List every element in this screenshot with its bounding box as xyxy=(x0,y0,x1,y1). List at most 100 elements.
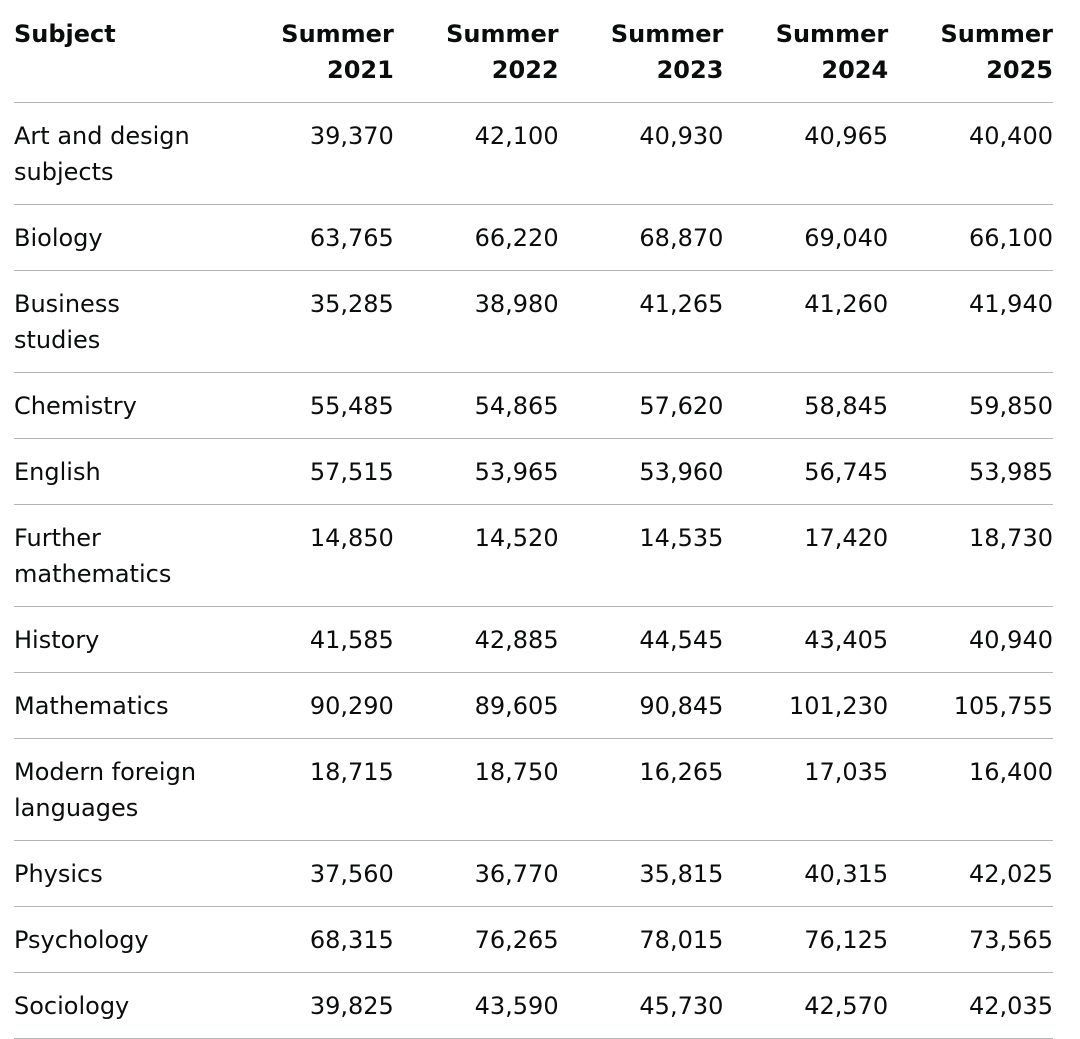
value-cell: 57,620 xyxy=(558,372,724,439)
subject-cell: Psychology xyxy=(14,906,229,973)
subject-cell: Business studies xyxy=(14,270,229,373)
table-row: Psychology 68,315 76,265 78,015 76,125 7… xyxy=(14,906,1053,973)
value-cell: 18,730 xyxy=(888,504,1053,607)
subject-cell: Biology xyxy=(14,204,229,271)
value-cell: 53,965 xyxy=(393,438,559,505)
value-cell: 101,230 xyxy=(723,672,889,739)
value-cell: 42,025 xyxy=(888,840,1053,907)
value-cell: 14,520 xyxy=(393,504,559,607)
value-cell: 42,570 xyxy=(723,972,889,1039)
table-row: Modern foreign languages 18,715 18,750 1… xyxy=(14,738,1053,841)
subject-cell: Further mathematics xyxy=(14,504,229,607)
value-cell: 56,745 xyxy=(723,438,889,505)
value-cell: 16,400 xyxy=(888,738,1053,841)
value-cell: 68,315 xyxy=(229,906,394,973)
column-header-2022: Summer 2022 xyxy=(393,14,559,103)
value-cell: 42,885 xyxy=(393,606,559,673)
value-cell: 41,265 xyxy=(558,270,724,373)
table-row: Sociology 39,825 43,590 45,730 42,570 42… xyxy=(14,972,1053,1039)
value-cell: 89,605 xyxy=(393,672,559,739)
value-cell: 73,565 xyxy=(888,906,1053,973)
subject-cell: Modern foreign languages xyxy=(14,738,229,841)
subject-cell: Physics xyxy=(14,840,229,907)
subject-cell: Sociology xyxy=(14,972,229,1039)
value-cell: 43,405 xyxy=(723,606,889,673)
value-cell: 63,765 xyxy=(229,204,394,271)
header-year: 2024 xyxy=(821,56,889,84)
header-year: 2025 xyxy=(986,56,1053,84)
value-cell: 41,940 xyxy=(888,270,1053,373)
value-cell: 17,420 xyxy=(723,504,889,607)
value-cell: 66,100 xyxy=(888,204,1053,271)
value-cell: 35,285 xyxy=(229,270,394,373)
table-row: Mathematics 90,290 89,605 90,845 101,230… xyxy=(14,672,1053,739)
value-cell: 41,585 xyxy=(229,606,394,673)
value-cell: 38,980 xyxy=(393,270,559,373)
value-cell: 14,535 xyxy=(558,504,724,607)
value-cell: 36,770 xyxy=(393,840,559,907)
table-header: Subject Summer 2021 Summer 2022 Summer 2023… xyxy=(14,14,1053,103)
value-cell: 76,265 xyxy=(393,906,559,973)
subject-cell: English xyxy=(14,438,229,505)
value-cell: 40,965 xyxy=(723,102,889,205)
table-row: Further mathematics 14,850 14,520 14,535… xyxy=(14,504,1053,607)
value-cell: 40,940 xyxy=(888,606,1053,673)
header-text: Summer xyxy=(281,20,394,48)
table-row: History 41,585 42,885 44,545 43,405 40,9… xyxy=(14,606,1053,673)
value-cell: 18,715 xyxy=(229,738,394,841)
header-year: 2022 xyxy=(491,56,559,84)
column-header-2025: Summer 2025 xyxy=(888,14,1053,103)
header-text: Summer xyxy=(940,20,1054,48)
value-cell: 42,100 xyxy=(393,102,559,205)
table-row: Chemistry 55,485 54,865 57,620 58,845 59… xyxy=(14,372,1053,439)
value-cell: 105,755 xyxy=(888,672,1053,739)
table-row: Physics 37,560 36,770 35,815 40,315 42,0… xyxy=(14,840,1053,907)
table-row: Biology 63,765 66,220 68,870 69,040 66,1… xyxy=(14,204,1053,271)
value-cell: 18,750 xyxy=(393,738,559,841)
value-cell: 39,825 xyxy=(229,972,394,1039)
table-row: Business studies 35,285 38,980 41,265 41… xyxy=(14,270,1053,373)
value-cell: 53,960 xyxy=(558,438,724,505)
value-cell: 43,590 xyxy=(393,972,559,1039)
value-cell: 57,515 xyxy=(229,438,394,505)
value-cell: 54,865 xyxy=(393,372,559,439)
value-cell: 45,730 xyxy=(558,972,724,1039)
value-cell: 41,260 xyxy=(723,270,889,373)
header-text: Summer xyxy=(775,20,889,48)
value-cell: 37,560 xyxy=(229,840,394,907)
value-cell: 42,035 xyxy=(888,972,1053,1039)
subject-cell: Art and design subjects xyxy=(14,102,229,205)
value-cell: 90,845 xyxy=(558,672,724,739)
table-body: Art and design subjects 39,370 42,100 40… xyxy=(14,102,1053,1039)
header-text: Summer xyxy=(446,20,559,48)
header-year: 2023 xyxy=(656,56,724,84)
table-row: Art and design subjects 39,370 42,100 40… xyxy=(14,102,1053,205)
header-row: Subject Summer 2021 Summer 2022 Summer 2023… xyxy=(14,14,1053,103)
column-header-subject: Subject xyxy=(14,14,229,103)
value-cell: 39,370 xyxy=(229,102,394,205)
value-cell: 40,400 xyxy=(888,102,1053,205)
subject-cell: Chemistry xyxy=(14,372,229,439)
value-cell: 53,985 xyxy=(888,438,1053,505)
data-table: Subject Summer 2021 Summer 2022 Summer 2023… xyxy=(14,14,1053,1039)
column-header-2023: Summer 2023 xyxy=(558,14,724,103)
header-text: Summer xyxy=(610,20,724,48)
value-cell: 16,265 xyxy=(558,738,724,841)
value-cell: 69,040 xyxy=(723,204,889,271)
value-cell: 17,035 xyxy=(723,738,889,841)
column-header-2021: Summer 2021 xyxy=(229,14,394,103)
value-cell: 66,220 xyxy=(393,204,559,271)
column-header-2024: Summer 2024 xyxy=(723,14,889,103)
value-cell: 55,485 xyxy=(229,372,394,439)
header-text: Subject xyxy=(14,20,116,48)
value-cell: 14,850 xyxy=(229,504,394,607)
value-cell: 78,015 xyxy=(558,906,724,973)
subject-cell: Mathematics xyxy=(14,672,229,739)
value-cell: 68,870 xyxy=(558,204,724,271)
value-cell: 40,930 xyxy=(558,102,724,205)
table-row: English 57,515 53,965 53,960 56,745 53,9… xyxy=(14,438,1053,505)
value-cell: 44,545 xyxy=(558,606,724,673)
value-cell: 58,845 xyxy=(723,372,889,439)
header-year: 2021 xyxy=(327,56,394,84)
value-cell: 76,125 xyxy=(723,906,889,973)
